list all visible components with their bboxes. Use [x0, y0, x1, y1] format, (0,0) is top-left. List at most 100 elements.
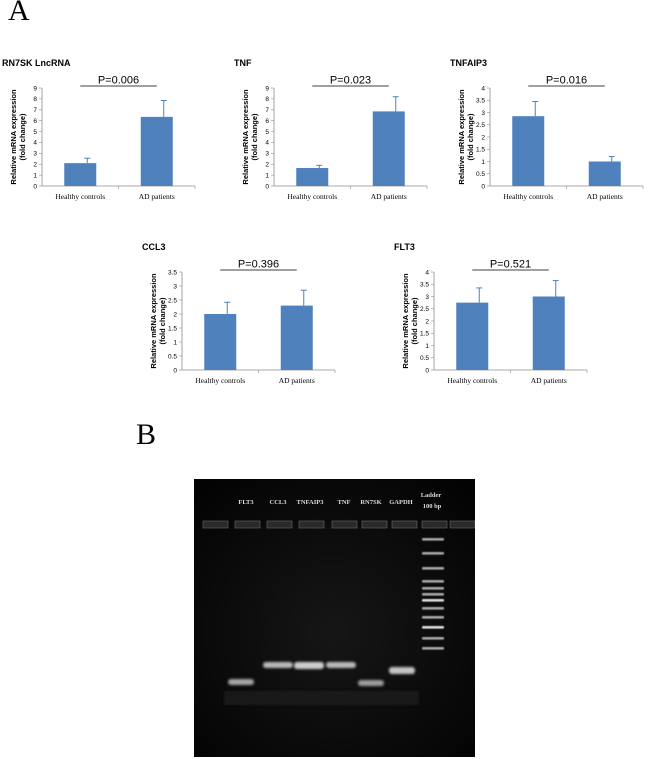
gel-well	[234, 520, 261, 529]
bar-ad-patients	[280, 305, 313, 370]
bar-healthy-controls	[456, 302, 489, 370]
y-tick-label: 1.5	[476, 147, 485, 154]
chart-flt3: FLT3 Relative mRNA expression(fold change…	[392, 240, 607, 392]
y-tick-label: 2	[33, 162, 37, 169]
panel-label-b: B	[136, 418, 157, 451]
lane-label-tnf: TNF	[338, 499, 351, 506]
y-tick-label: 3	[173, 283, 177, 290]
chart-title: FLT3	[394, 242, 415, 252]
y-tick-label: 3.5	[420, 282, 429, 289]
category-label: AD patients	[531, 376, 567, 385]
ladder-band	[422, 538, 444, 541]
category-label: AD patients	[587, 192, 623, 201]
category-label: AD patients	[371, 192, 407, 201]
y-axis-label-line1: Relative mRNA expression	[457, 89, 466, 185]
y-tick-label: 1.5	[168, 325, 177, 332]
gel-well	[361, 520, 388, 529]
y-tick-label: 2	[481, 134, 485, 141]
lane-label-rn7sk: RN7SK	[360, 499, 381, 506]
category-label: AD patients	[139, 192, 175, 201]
y-tick-label: 8	[33, 96, 37, 103]
ladder-band	[422, 599, 444, 602]
y-tick-label: 7	[265, 107, 269, 114]
gel-well	[391, 520, 418, 529]
y-axis-label: Relative mRNA expression(fold change)	[457, 89, 475, 185]
y-tick-label: 4	[481, 85, 485, 92]
band-flt3	[228, 679, 254, 685]
y-tick-label: 0	[33, 183, 37, 190]
y-tick-label: 4	[265, 140, 269, 147]
y-tick-label: 3.5	[476, 98, 485, 105]
ladder-band	[422, 647, 444, 650]
y-tick-label: 3	[481, 110, 485, 117]
y-tick-label: 2	[425, 318, 429, 325]
band-gapdh	[389, 667, 415, 674]
ladder-label: Ladder	[421, 492, 442, 499]
y-axis-label-line1: Relative mRNA expression	[401, 273, 410, 369]
y-tick-label: 8	[265, 96, 269, 103]
y-axis-label-line2: (fold change)	[18, 113, 27, 161]
bar-ad-patients	[532, 296, 565, 370]
band-rn7sk	[358, 680, 384, 686]
category-label: AD patients	[279, 376, 315, 385]
bar-ad-patients	[372, 111, 405, 186]
p-value-label: P=0.023	[330, 75, 371, 87]
chart-title: TNF	[234, 58, 252, 68]
p-value-label: P=0.521	[490, 259, 531, 271]
chart-tnfaip3: TNFAIP3 Relative mRNA expression(fold cha…	[448, 56, 663, 208]
chart-tnf: TNF Relative mRNA expression(fold change)…	[232, 56, 447, 208]
y-axis-label-line2: (fold change)	[158, 297, 167, 345]
gel-well	[449, 520, 475, 529]
y-tick-label: 3.5	[168, 269, 177, 276]
gel-well	[421, 520, 448, 529]
y-axis-label: Relative mRNA expression(fold change)	[149, 273, 167, 369]
y-tick-label: 5	[265, 129, 269, 136]
bar-ad-patients	[140, 116, 173, 186]
ladder-band	[422, 637, 444, 640]
y-tick-label: 2.5	[420, 306, 429, 313]
gel-well	[202, 520, 229, 529]
panel-label-a: A	[8, 0, 30, 27]
y-tick-label: 3	[265, 151, 269, 158]
category-label: Healthy controls	[55, 192, 105, 201]
y-tick-label: 0	[265, 183, 269, 190]
gel-image: FLT3 CCL3 TNFAIP3 TNF RN7SK GAPDH Ladder…	[194, 479, 475, 757]
y-tick-label: 0	[481, 183, 485, 190]
y-tick-label: 1	[425, 343, 429, 350]
bar-healthy-controls	[64, 163, 97, 186]
y-tick-label: 2.5	[168, 297, 177, 304]
ladder-band	[422, 626, 444, 629]
gel-well	[331, 520, 358, 529]
y-tick-label: 1	[481, 159, 485, 166]
y-tick-label: 0.5	[420, 355, 429, 362]
chart-title: RN7SK LncRNA	[2, 58, 71, 68]
chart-title: CCL3	[142, 242, 166, 252]
y-tick-label: 6	[33, 118, 37, 125]
ladder-band	[422, 607, 444, 610]
y-tick-label: 1	[173, 339, 177, 346]
y-tick-label: 0	[173, 367, 177, 374]
category-label: Healthy controls	[447, 376, 497, 385]
gel-well	[298, 520, 325, 529]
y-tick-label: 3	[33, 151, 37, 158]
chart-rn7sk: RN7SK LncRNA Relative mRNA expression(fol…	[0, 56, 215, 208]
y-axis-label: Relative mRNA expression(fold change)	[401, 273, 419, 369]
category-label: Healthy controls	[195, 376, 245, 385]
y-tick-label: 7	[33, 107, 37, 114]
band-tnfaip3	[294, 662, 324, 669]
y-axis-label-line2: (fold change)	[250, 113, 259, 161]
ladder-band	[422, 587, 444, 590]
lane-label-tnfaip3: TNFAIP3	[297, 499, 325, 506]
y-axis-label-line1: Relative mRNA expression	[9, 89, 18, 185]
ladder-band	[422, 567, 444, 570]
p-value-label: P=0.396	[238, 259, 279, 271]
y-tick-label: 4	[33, 140, 37, 147]
bar-healthy-controls	[296, 168, 329, 186]
y-tick-label: 9	[33, 85, 37, 92]
y-axis-label: Relative mRNA expression(fold change)	[9, 89, 27, 185]
y-tick-label: 1.5	[420, 331, 429, 338]
y-tick-label: 5	[33, 129, 37, 136]
y-axis-label-line1: Relative mRNA expression	[241, 89, 250, 185]
gel-well	[266, 520, 293, 529]
lane-label-ccl3: CCL3	[270, 499, 288, 506]
